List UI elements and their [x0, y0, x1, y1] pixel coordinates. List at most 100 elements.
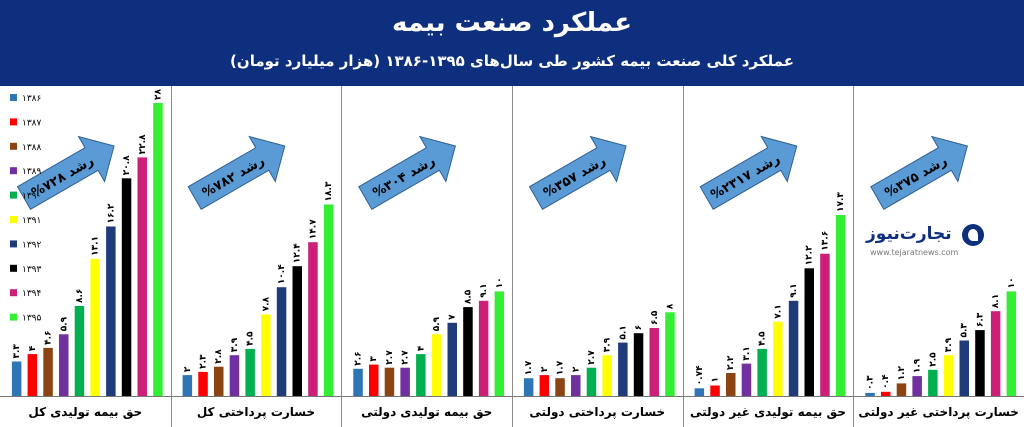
bar-value-label: ۴.۵ [758, 331, 768, 346]
page-subtitle: عملکرد کلی صنعت بیمه کشور طی سال‌های ۱۳۹… [230, 52, 794, 70]
legend-swatch [10, 240, 17, 248]
bar-value-label: ۲ [571, 366, 581, 372]
bar [198, 371, 208, 396]
bar-value-label: ۹.۱ [789, 283, 799, 297]
legend-swatch [10, 167, 17, 175]
bar [90, 258, 100, 396]
bar-value-label: ۲ [183, 366, 193, 372]
watermark-logo: تجارت‌نیوز www.tejaratnews.com [862, 218, 990, 262]
bar-value-label: ۶.۵ [650, 310, 660, 325]
arrow-icon [699, 135, 798, 210]
bar [571, 375, 581, 396]
bar [990, 311, 1001, 396]
bar [276, 287, 287, 396]
bar-value-label: ۳.۹ [944, 337, 954, 352]
legend-label: ۱۳۹۰ [22, 192, 41, 202]
bar-value-label: ۲.۳ [199, 354, 209, 369]
legend-label: ۱۳۸۷ [22, 118, 42, 128]
title-banner [0, 0, 1024, 86]
bar-value-label: ۴.۵ [246, 331, 256, 346]
bar-value-label: ۱۴.۷ [308, 219, 318, 239]
bar [975, 330, 985, 396]
legend-label: ۱۳۹۵ [22, 314, 42, 324]
bar [106, 226, 116, 396]
legend-label: ۱۳۹۴ [22, 289, 42, 299]
legend-label: ۱۳۸۸ [22, 143, 42, 153]
bar-value-label: ۴ [28, 345, 38, 351]
bar-value-label: ۱۳.۶ [820, 231, 830, 251]
bar-value-label: ۸.۱ [991, 294, 1001, 308]
bar [788, 300, 799, 396]
bar-value-label: ۱.۹ [913, 358, 923, 373]
bar-value-label: ۱.۷ [556, 360, 566, 375]
bar [245, 348, 255, 396]
logo-mark-icon [962, 224, 984, 246]
bar-value-label: ۲.۷ [385, 350, 395, 365]
bar-value-label: ۱۶.۲ [106, 203, 116, 223]
bar-value-label: ۱.۲ [897, 365, 907, 380]
bar-value-label: ۸.۶ [75, 289, 85, 303]
legend-label: ۱۳۹۲ [22, 240, 42, 250]
bar-value-label: ۱۷.۳ [836, 192, 846, 212]
legend-label: ۱۳۹۱ [22, 216, 41, 226]
bar [555, 378, 565, 396]
bar [369, 364, 379, 396]
category-label: حق بیمه تولیدی کل [28, 405, 142, 420]
bar-value-label: ۳.۳ [12, 344, 22, 359]
bar-value-label: ۱۰ [1007, 277, 1017, 288]
bar [694, 388, 705, 396]
bar-value-label: ۶ [634, 325, 644, 331]
bar-value-label: ۰.۳ [866, 375, 876, 390]
bar [835, 215, 846, 396]
bar [59, 334, 69, 396]
bar [865, 392, 875, 396]
bar [384, 367, 395, 396]
bar [261, 314, 271, 396]
legend-swatch [10, 94, 17, 101]
bar-value-label: ۸ [666, 303, 676, 309]
bar-value-label: ۱ [711, 377, 721, 383]
growth-arrow: رشد ۳۵۷% [528, 135, 627, 210]
arrow-icon [187, 135, 286, 210]
bar-value-label: ۰.۴ [881, 374, 891, 389]
bar [665, 312, 675, 396]
bar [229, 355, 240, 396]
bar-value-label: ۱.۷ [524, 360, 534, 375]
bar-value-label: ۲.۷ [587, 350, 597, 365]
bar [214, 366, 224, 396]
bar-value-label: ۰.۷۴ [695, 365, 705, 385]
bar [463, 307, 473, 396]
legend-label: ۱۳۹۳ [22, 265, 42, 275]
bar [353, 368, 363, 396]
bar [400, 367, 410, 396]
bar [804, 268, 814, 396]
bar [618, 342, 628, 396]
legend-label: ۱۳۸۹ [22, 167, 42, 177]
bar [416, 354, 426, 396]
category-label: خسارت پرداختی غیر دولتی [858, 405, 1019, 420]
bar [757, 348, 767, 396]
bar-value-label: ۲۸ [154, 89, 164, 100]
bar [182, 375, 193, 396]
legend-swatch [10, 191, 17, 199]
legend-swatch [10, 216, 17, 223]
arrow-icon [870, 135, 968, 210]
legend-swatch [10, 142, 17, 150]
legend-swatch [10, 289, 17, 297]
bar-value-label: ۹.۱ [479, 283, 489, 297]
legend-swatch [10, 264, 17, 272]
category-label: حق بیمه تولیدی دولتی [361, 405, 492, 420]
bar [323, 204, 334, 396]
bar [292, 266, 302, 396]
bar-value-label: ۵.۹ [432, 316, 442, 331]
bar-value-label: ۲۲.۸ [138, 134, 148, 154]
bar [820, 253, 830, 396]
bar-value-label: ۲۰.۸ [122, 155, 132, 175]
page-title: عملکرد صنعت بیمه [391, 8, 633, 38]
growth-arrow: رشد ۳۷۵% [870, 135, 968, 210]
bar [602, 355, 612, 396]
bar [649, 328, 659, 396]
bar [881, 391, 891, 396]
legend-swatch [10, 118, 17, 126]
bar-value-label: ۶.۳ [975, 312, 985, 327]
